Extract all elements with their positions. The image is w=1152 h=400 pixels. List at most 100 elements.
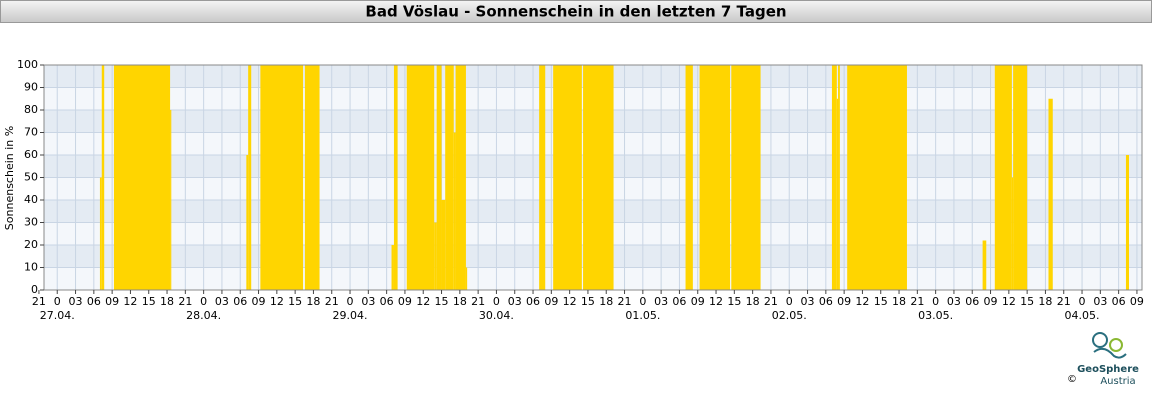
logo-mark (1093, 347, 1127, 359)
bar (1048, 98, 1053, 290)
x-tick-label: 12 (270, 295, 284, 308)
x-tick-label: 0 (786, 295, 793, 308)
x-tick-label: 09 (691, 295, 705, 308)
x-tick-label: 12 (563, 295, 577, 308)
bar (391, 245, 394, 290)
x-tick-label: 06 (87, 295, 101, 308)
x-tick-label: 21 (471, 295, 485, 308)
date-label: 04.05. (1065, 309, 1100, 322)
x-tick-label: 09 (984, 295, 998, 308)
bar (248, 65, 252, 290)
x-tick-label: 12 (855, 295, 869, 308)
logo-mark (1092, 332, 1108, 348)
y-tick-label: 70 (24, 126, 38, 139)
x-tick-label: 0 (54, 295, 61, 308)
x-tick-label: 09 (105, 295, 119, 308)
x-tick-label: 15 (727, 295, 741, 308)
x-tick-label: 18 (160, 295, 174, 308)
x-tick-label: 03 (1093, 295, 1107, 308)
logo-mark (1109, 338, 1123, 352)
x-tick-label: 12 (416, 295, 430, 308)
bar (304, 65, 320, 290)
y-tick-label: 40 (24, 193, 38, 206)
x-tick-label: 21 (325, 295, 339, 308)
x-tick-label: 0 (200, 295, 207, 308)
x-tick-label: 09 (252, 295, 266, 308)
logo-sub: Austria (1100, 376, 1135, 387)
x-tick-label: 15 (874, 295, 888, 308)
x-tick-label: 0 (347, 295, 354, 308)
x-tick-label: 15 (581, 295, 595, 308)
x-tick-label: 12 (1002, 295, 1016, 308)
y-axis-label: Sonnenschein in % (3, 126, 16, 230)
x-tick-label: 09 (837, 295, 851, 308)
bar (434, 222, 437, 290)
date-label: 29.04. (333, 309, 368, 322)
date-label: 30.04. (479, 309, 514, 322)
x-tick-label: 09 (544, 295, 558, 308)
x-tick-label: 18 (1038, 295, 1052, 308)
x-tick-label: 06 (965, 295, 979, 308)
bar (99, 177, 102, 290)
x-tick-label: 0 (493, 295, 500, 308)
bar (836, 98, 839, 290)
bar (170, 110, 172, 290)
bar (101, 65, 105, 290)
y-tick-label: 90 (24, 81, 38, 94)
x-tick-label: 06 (233, 295, 247, 308)
x-tick-label: 15 (142, 295, 156, 308)
bar (113, 65, 171, 290)
x-tick-label: 21 (910, 295, 924, 308)
date-label: 02.05. (772, 309, 807, 322)
x-tick-label: 18 (453, 295, 467, 308)
bar (539, 65, 546, 290)
x-tick-label: 12 (709, 295, 723, 308)
x-tick-label: 06 (1112, 295, 1126, 308)
y-tick-label: 20 (24, 238, 38, 251)
x-tick-label: 03 (361, 295, 375, 308)
x-tick-label: 03 (69, 295, 83, 308)
bar (553, 65, 582, 290)
bar (847, 65, 907, 290)
x-tick-label: 0 (932, 295, 939, 308)
bar (1125, 155, 1130, 290)
bar (685, 65, 693, 290)
x-tick-label: 15 (288, 295, 302, 308)
bar (583, 65, 614, 290)
y-tick-label: 0 (31, 283, 38, 296)
bar (260, 65, 304, 290)
bar (453, 132, 456, 290)
x-tick-label: 03 (508, 295, 522, 308)
y-tick-label: 50 (24, 171, 38, 184)
y-tick-label: 100 (17, 58, 38, 71)
bar (838, 65, 840, 290)
x-tick-label: 09 (1130, 295, 1144, 308)
x-tick-label: 06 (526, 295, 540, 308)
x-tick-label: 21 (178, 295, 192, 308)
x-tick-label: 18 (599, 295, 613, 308)
y-tick-label: 30 (24, 216, 38, 229)
date-label: 03.05. (918, 309, 953, 322)
bar (465, 267, 468, 290)
bar (731, 65, 761, 290)
x-tick-label: 12 (123, 295, 137, 308)
x-tick-label: 21 (764, 295, 778, 308)
x-tick-label: 18 (306, 295, 320, 308)
date-label: 27.04. (40, 309, 75, 322)
x-tick-label: 09 (398, 295, 412, 308)
bar (406, 65, 435, 290)
x-tick-label: 06 (819, 295, 833, 308)
x-tick-label: 18 (892, 295, 906, 308)
bar (982, 240, 987, 290)
bar (445, 65, 454, 290)
date-label: 01.05. (625, 309, 660, 322)
chart-title: Bad Vöslau - Sonnenschein in den letzten… (365, 3, 786, 21)
x-tick-label: 0 (1079, 295, 1086, 308)
bar (699, 65, 731, 290)
x-tick-label: 03 (215, 295, 229, 308)
y-tick-label: 10 (24, 261, 38, 274)
logo: GeoSphere Austria © (1067, 332, 1139, 387)
x-tick-label: 15 (435, 295, 449, 308)
y-tick-label: 80 (24, 103, 38, 116)
